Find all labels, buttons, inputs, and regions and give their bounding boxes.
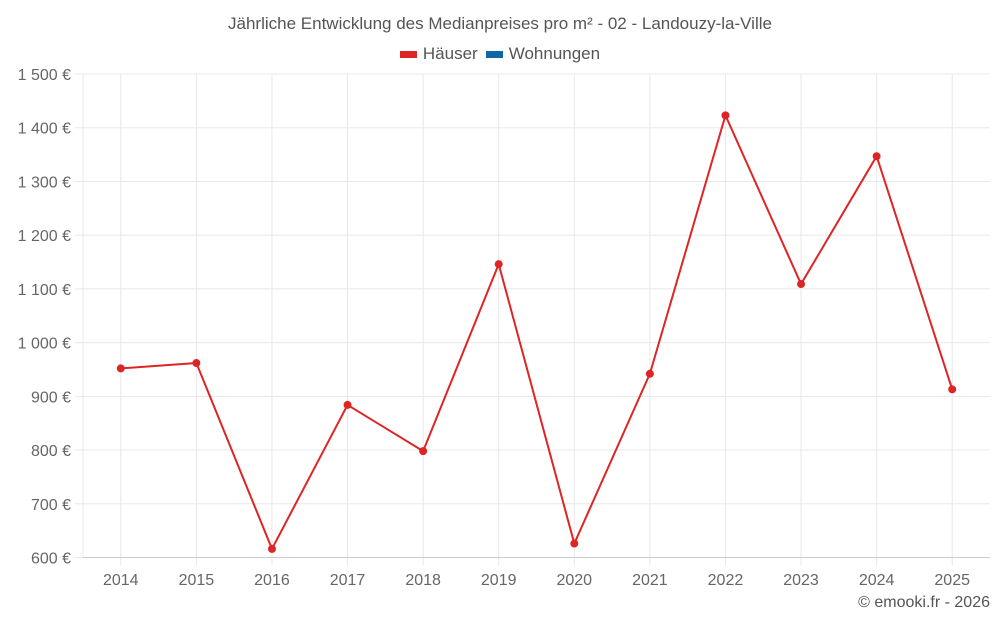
- x-axis: 2014 2015 2016 2017 2018 2019 2020 2021 2022 2023…: [83, 557, 990, 589]
- x-tick-label: 2024: [859, 572, 895, 589]
- y-tick-label: 1 300 €: [18, 174, 71, 191]
- data-point[interactable]: [872, 152, 881, 161]
- data-point[interactable]: [721, 111, 730, 120]
- x-tick-label: 2018: [405, 572, 441, 589]
- legend-label-apartments: Wohnungen: [508, 44, 601, 63]
- data-point[interactable]: [116, 364, 125, 373]
- y-tick-label: 600 €: [31, 551, 71, 568]
- y-tick-label: 1 200 €: [18, 228, 71, 245]
- x-tick-label: 2022: [708, 572, 744, 589]
- data-point[interactable]: [570, 539, 579, 548]
- x-tick-label: 2023: [783, 572, 819, 589]
- x-tick-label: 2016: [254, 572, 290, 589]
- data-point[interactable]: [343, 400, 352, 409]
- y-tick-label: 1 000 €: [18, 336, 71, 353]
- legend-swatch-houses-icon: [399, 50, 417, 58]
- y-tick-label: 800 €: [31, 443, 71, 460]
- y-axis: 600 € 700 € 800 € 900 € 1 000 € 1 100 € 1 200 …: [18, 67, 71, 568]
- legend-swatch-apartments-icon: [485, 50, 503, 58]
- data-point[interactable]: [494, 260, 503, 269]
- legend-item-houses[interactable]: Häuser: [399, 44, 478, 64]
- grid: [75, 73, 990, 566]
- data-point[interactable]: [192, 359, 201, 368]
- data-point[interactable]: [797, 280, 806, 289]
- x-tick-label: 2015: [179, 572, 215, 589]
- x-tick-label: 2021: [632, 572, 668, 589]
- y-tick-label: 900 €: [31, 389, 71, 406]
- x-tick-label: 2019: [481, 572, 517, 589]
- legend-item-apartments[interactable]: Wohnungen: [485, 44, 601, 64]
- y-tick-label: 1 500 €: [18, 67, 71, 84]
- y-tick-label: 700 €: [31, 497, 71, 514]
- x-tick-label: 2014: [103, 572, 139, 589]
- data-point[interactable]: [948, 385, 957, 394]
- data-point[interactable]: [645, 369, 654, 378]
- x-tick-label: 2020: [556, 572, 592, 589]
- y-tick-label: 1 400 €: [18, 121, 71, 138]
- series-houses: [116, 111, 957, 553]
- chart-title: Jährliche Entwicklung des Medianpreises …: [228, 14, 772, 33]
- credit: © emooki.fr - 2026: [858, 594, 990, 611]
- data-point[interactable]: [419, 447, 428, 456]
- y-tick-label: 1 100 €: [18, 282, 71, 299]
- data-point[interactable]: [267, 544, 276, 553]
- x-tick-label: 2025: [934, 572, 970, 589]
- legend: Häuser Wohnungen: [0, 44, 1000, 64]
- x-tick-label: 2017: [330, 572, 366, 589]
- legend-label-houses: Häuser: [422, 44, 478, 63]
